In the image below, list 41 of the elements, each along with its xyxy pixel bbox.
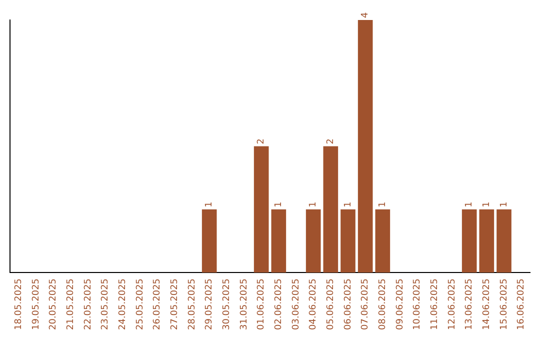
x-tick-label: 30.05.2025 — [222, 278, 232, 330]
x-tick-label: 03.06.2025 — [291, 278, 302, 330]
x-tick-label: 26.05.2025 — [152, 278, 163, 330]
x-tick-label: 07.06.2025 — [360, 278, 371, 330]
x-tick-label: 04.06.2025 — [308, 278, 319, 330]
data-label: 2 — [326, 138, 336, 144]
data-label: 1 — [308, 202, 319, 208]
x-tick-label: 06.06.2025 — [343, 278, 354, 330]
data-label: 1 — [499, 202, 510, 208]
x-tick-label: 13.06.2025 — [464, 278, 475, 330]
x-tick-label: 28.05.2025 — [187, 278, 198, 330]
x-tick-label: 24.05.2025 — [118, 278, 128, 330]
x-tick-label: 01.06.2025 — [256, 278, 267, 330]
data-label: 1 — [274, 202, 284, 208]
x-tick-label: 16.06.2025 — [516, 278, 527, 330]
x-tick-label: 15.06.2025 — [499, 278, 510, 330]
x-tick-label: 14.06.2025 — [482, 278, 492, 330]
x-tick-label: 23.05.2025 — [100, 278, 111, 330]
x-tick-label: 05.06.2025 — [326, 278, 336, 330]
data-label: 1 — [204, 202, 215, 208]
data-label: 2 — [256, 138, 267, 144]
data-label: 4 — [360, 12, 371, 18]
x-tick-label: 11.06.2025 — [430, 278, 440, 330]
x-tick-label: 20.05.2025 — [48, 278, 59, 330]
data-label: 1 — [464, 202, 475, 208]
x-tick-label: 10.06.2025 — [412, 278, 423, 330]
x-tick-label: 18.05.2025 — [14, 278, 24, 330]
x-tick-label: 21.05.2025 — [66, 278, 76, 330]
x-tick-label: 09.06.2025 — [395, 278, 406, 330]
x-tick-label: 02.06.2025 — [274, 278, 284, 330]
x-tick-label: 31.05.2025 — [239, 278, 250, 330]
x-tick-label: 19.05.2025 — [31, 278, 42, 330]
data-label: 1 — [343, 202, 354, 208]
x-tick-label: 08.06.2025 — [378, 278, 388, 330]
x-tick-label: 25.05.2025 — [135, 278, 146, 330]
x-tick-label: 22.05.2025 — [83, 278, 94, 330]
data-label: 1 — [482, 202, 492, 208]
data-label: 1 — [378, 202, 388, 208]
x-tick-label: 29.05.2025 — [204, 278, 215, 330]
x-tick-label: 27.05.2025 — [170, 278, 180, 330]
x-tick-label: 12.06.2025 — [447, 278, 458, 330]
